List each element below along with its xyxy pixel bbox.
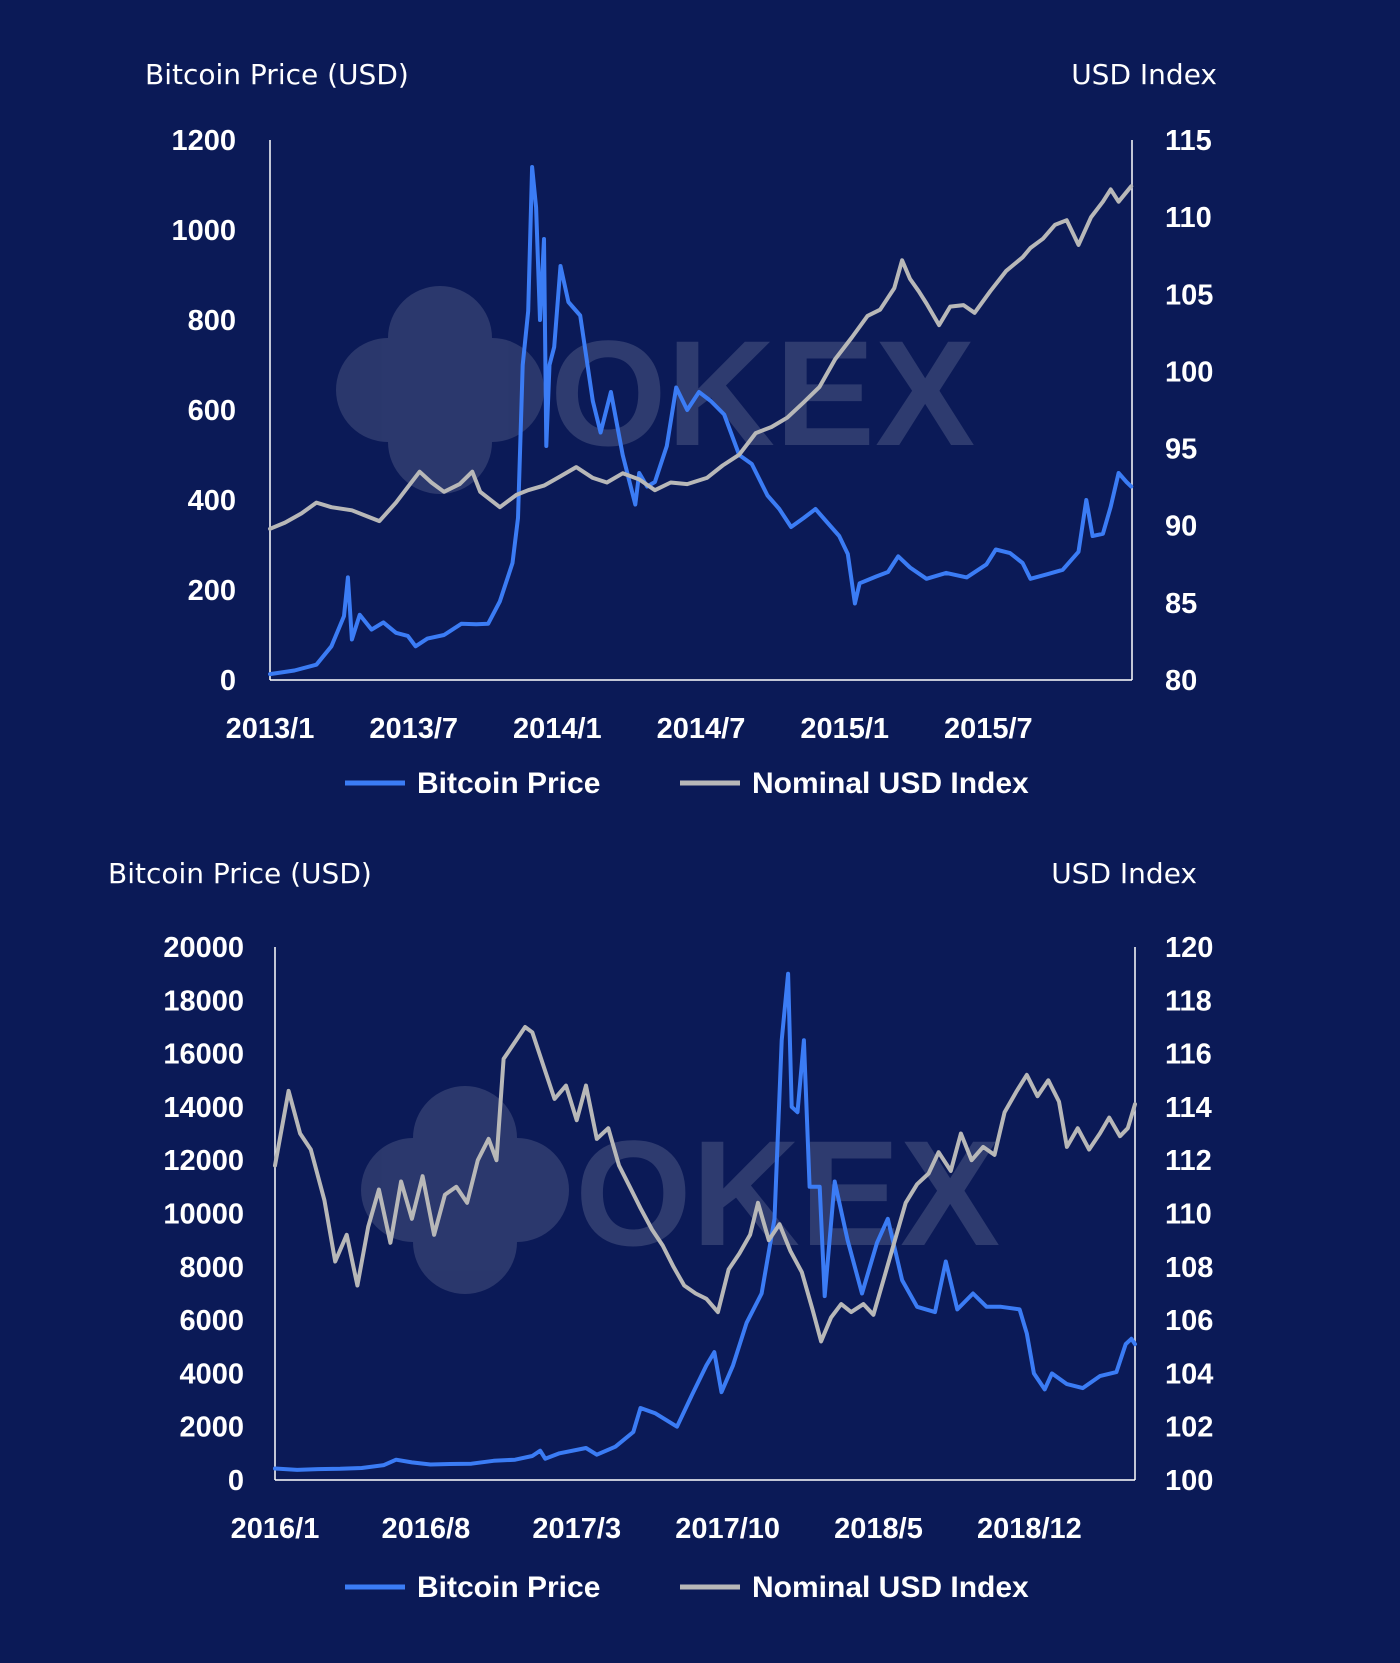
left-tick-label: 4000 [179,1358,244,1390]
logo-petal [388,286,492,390]
right-tick-label: 112 [1165,1145,1212,1177]
usd-index-line [268,184,1134,531]
logo-petal [440,338,544,442]
left-tick-label: 1200 [171,125,236,157]
x-tick-label: 2018/12 [977,1513,1082,1545]
x-tick-label: 2017/3 [532,1513,621,1545]
right-tick-label: 100 [1165,356,1213,388]
left-axis-title: Bitcoin Price (USD) [145,58,409,91]
left-tick-label: 2000 [179,1412,244,1444]
left-tick-label: 20000 [163,932,244,964]
right-tick-label: 118 [1165,985,1212,1017]
right-tick-label: 105 [1165,279,1213,311]
okex-logo-icon [361,1086,569,1294]
x-tick-label: 2017/10 [675,1513,780,1545]
bitcoin-price-line [268,165,1134,677]
chart-2: Bitcoin Price (USD) USD Index200001800016… [108,857,1213,1604]
left-tick-label: 0 [220,665,236,697]
left-tick-label: 6000 [179,1305,244,1337]
legend: Bitcoin Price Nominal USD Index [345,767,1029,800]
x-tick-label: 2014/1 [513,713,602,745]
x-tick-label: 2018/5 [834,1513,923,1545]
logo-petal [413,1086,517,1190]
bitcoin-price-line [273,971,1137,1472]
x-tick-label: 2013/1 [226,713,315,745]
left-tick-label: 0 [228,1465,244,1497]
left-tick-label: 800 [188,305,236,337]
legend-label-usd: Nominal USD Index [752,767,1029,800]
x-tick-label: 2016/8 [382,1513,471,1545]
right-tick-label: 114 [1165,1092,1212,1124]
watermark-text: OKEX [550,309,975,477]
left-tick-label: 10000 [163,1199,244,1231]
legend-label-usd: Nominal USD Index [752,1571,1029,1604]
right-tick-label: 110 [1165,1199,1212,1231]
legend: Bitcoin Price Nominal USD Index [345,1571,1029,1604]
left-tick-label: 400 [188,485,236,517]
left-tick-label: 18000 [163,985,244,1017]
right-tick-label: 108 [1165,1252,1213,1284]
right-tick-label: 110 [1165,202,1212,234]
right-tick-label: 120 [1165,932,1213,964]
legend-label-bitcoin: Bitcoin Price [417,767,600,800]
right-tick-label: 90 [1165,511,1197,543]
x-tick-label: 2015/7 [944,713,1033,745]
right-axis-title: USD Index [1051,857,1197,890]
left-tick-label: 1000 [171,215,236,247]
logo-petal [388,390,492,494]
chart-1: Bitcoin Price (USD) USD Index120010008006… [145,58,1217,800]
x-tick-label: 2015/1 [800,713,889,745]
right-axis-title: USD Index [1071,58,1217,91]
okex-logo-icon [336,286,544,494]
left-tick-label: 16000 [163,1039,244,1071]
x-tick-label: 2013/7 [369,713,458,745]
right-tick-label: 85 [1165,588,1197,620]
usd-index-line [273,1025,1137,1344]
watermark-text: OKEX [575,1109,1000,1277]
right-tick-label: 116 [1165,1039,1212,1071]
left-axis-title: Bitcoin Price (USD) [108,857,372,890]
right-tick-label: 80 [1165,665,1197,697]
left-tick-label: 200 [188,575,236,607]
logo-petal [465,1138,569,1242]
right-tick-label: 102 [1165,1412,1213,1444]
right-tick-label: 100 [1165,1465,1213,1497]
left-tick-label: 8000 [179,1252,244,1284]
logo-petal [336,338,440,442]
legend-label-bitcoin: Bitcoin Price [417,1571,600,1604]
x-tick-label: 2014/7 [657,713,746,745]
x-tick-label: 2016/1 [231,1513,320,1545]
left-tick-label: 12000 [163,1145,244,1177]
right-tick-label: 115 [1165,125,1212,157]
left-tick-label: 14000 [163,1092,244,1124]
right-tick-label: 106 [1165,1305,1213,1337]
right-tick-label: 95 [1165,434,1197,466]
right-tick-label: 104 [1165,1358,1213,1390]
left-tick-label: 600 [188,395,236,427]
